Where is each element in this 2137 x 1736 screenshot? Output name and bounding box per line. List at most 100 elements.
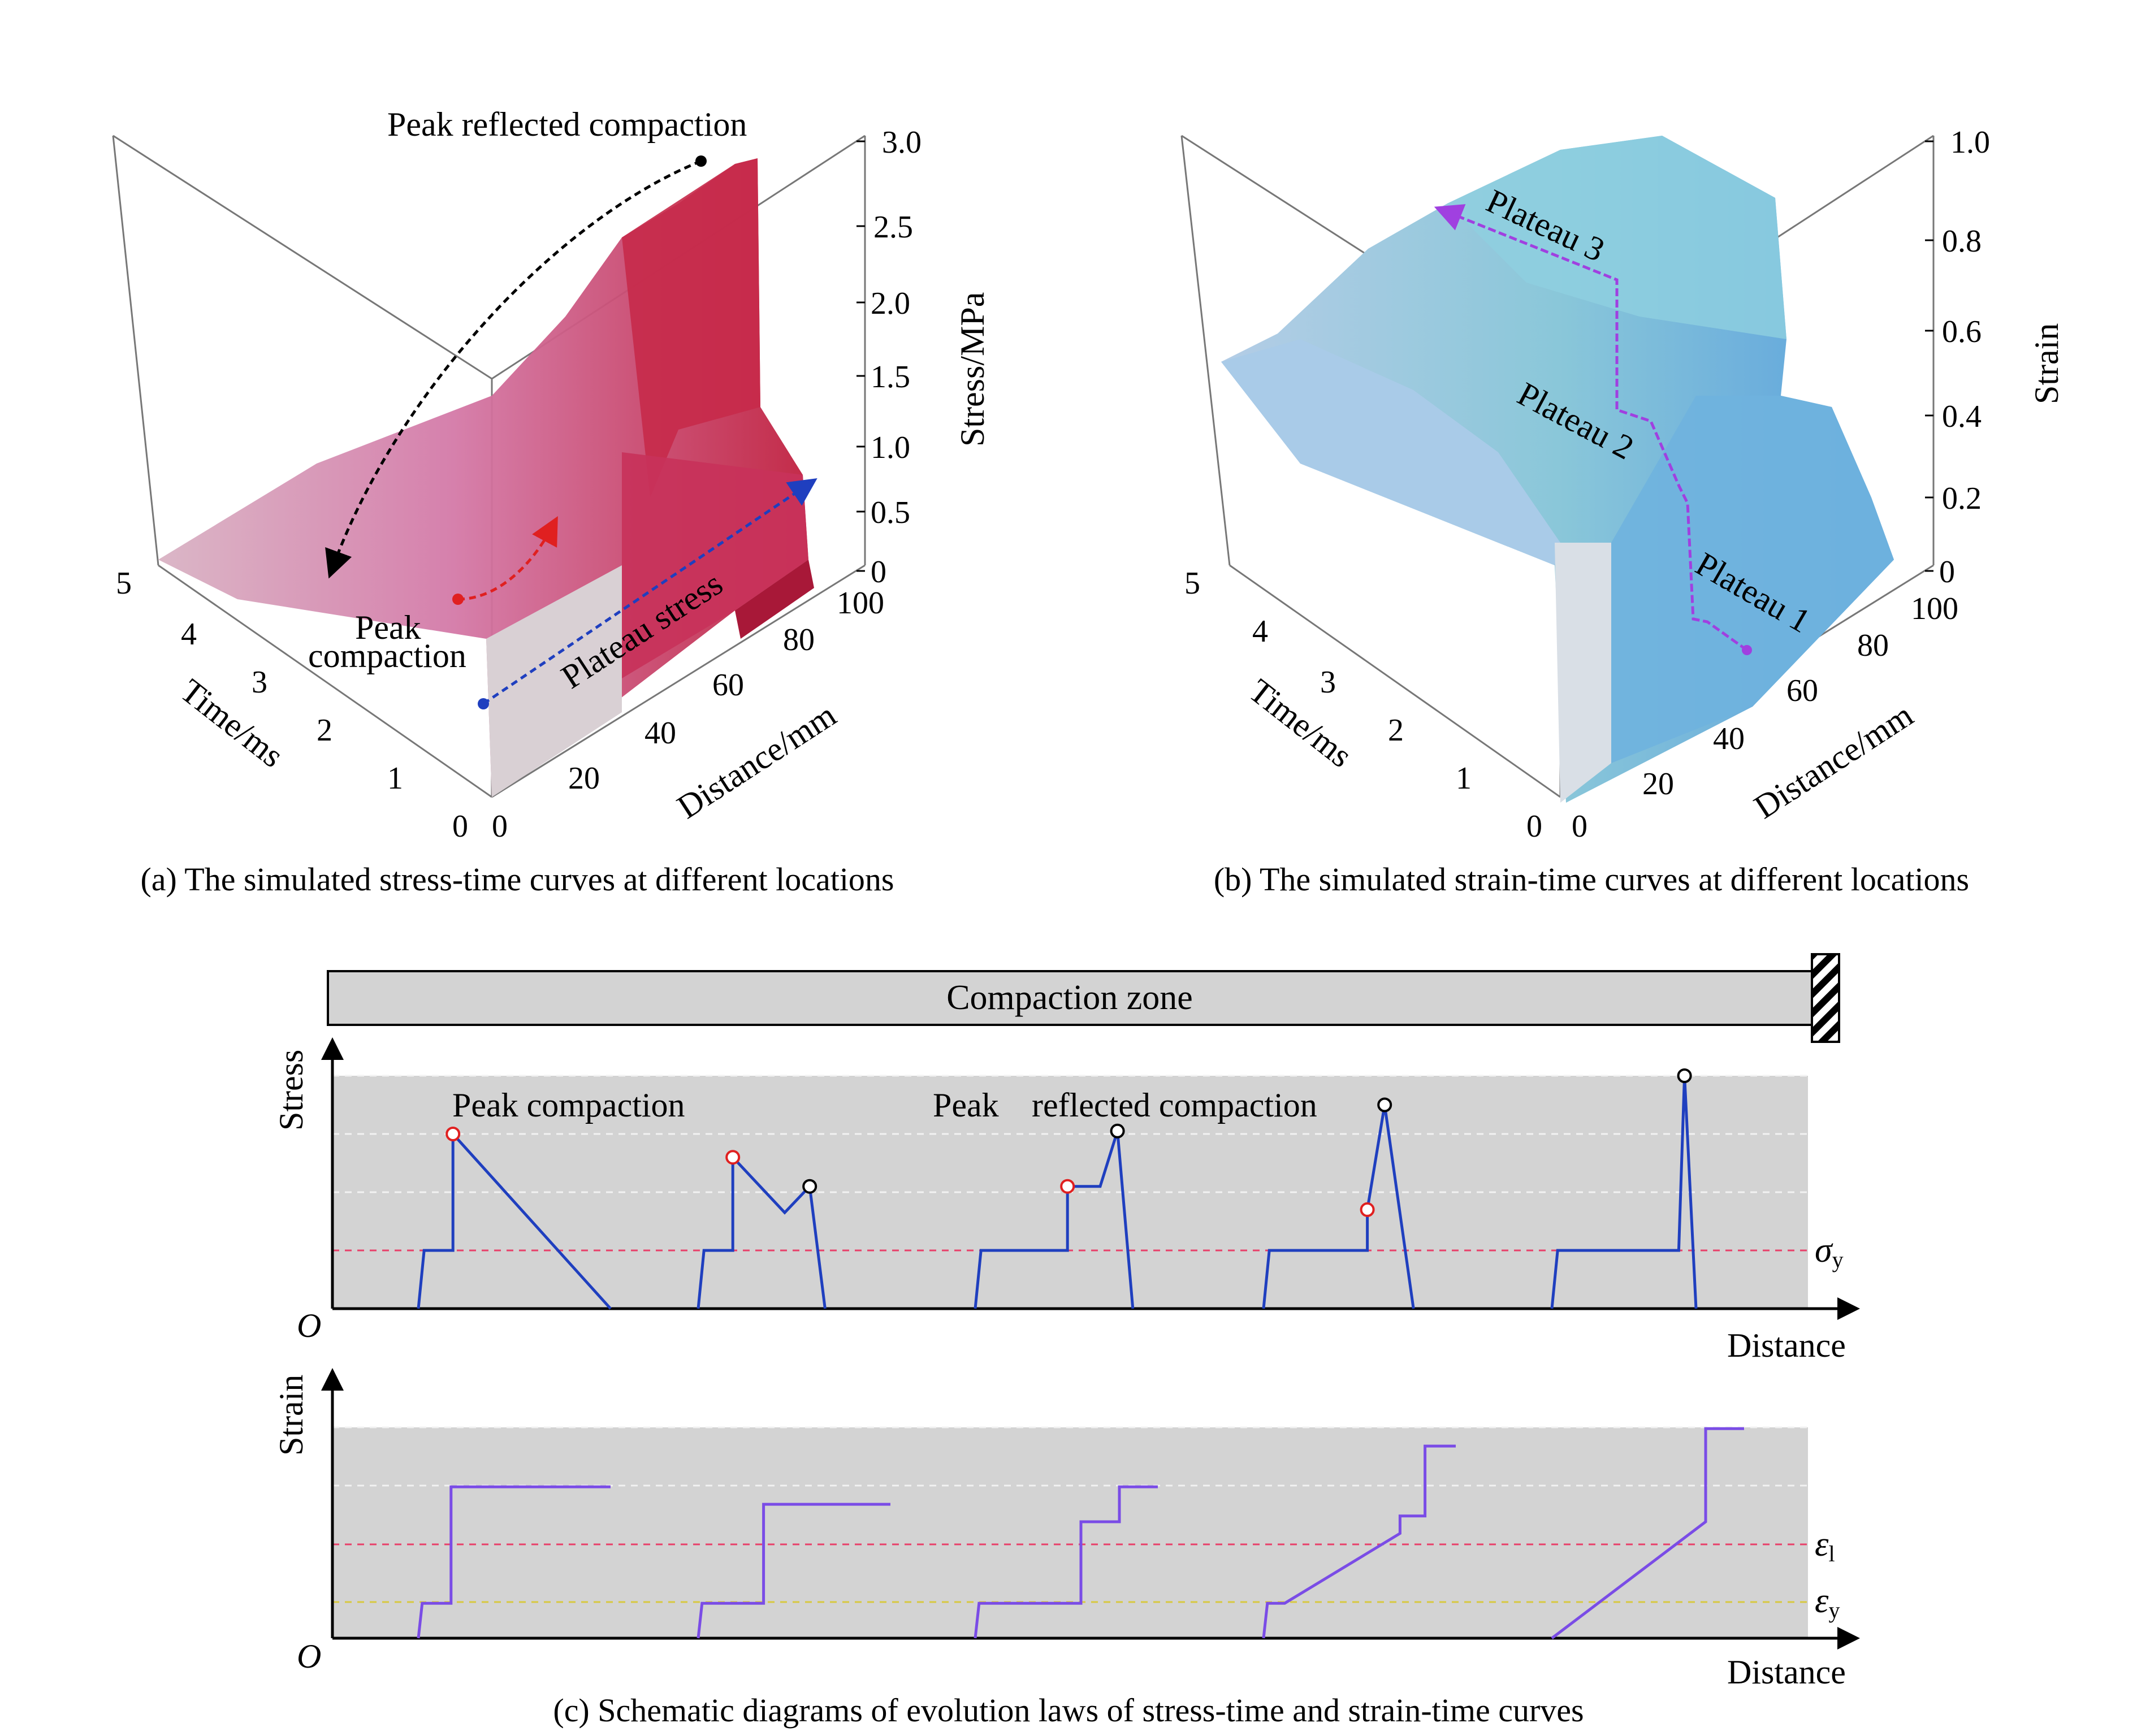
label-peak-compaction-1: Peak (355, 609, 421, 646)
strain-distance-label: Distance (1727, 1653, 1846, 1691)
panel-a-ztick-4: 1.0 (871, 430, 910, 465)
caption-b: (b) The simulated strain-time curves at … (1214, 861, 1969, 898)
peak-compaction-marker-1 (445, 1127, 461, 1141)
panel-a-surface (158, 158, 814, 797)
label-peak-compaction-2: compaction (308, 637, 466, 674)
stress-curve-4 (1262, 1105, 1415, 1309)
panel-b-ztick-4: 0.2 (1942, 481, 1982, 516)
panel-a-xtick-2: 40 (644, 716, 676, 751)
panel-b-xtick-3: 60 (1786, 673, 1818, 708)
sigma-symbol: σ (1815, 1231, 1833, 1270)
peak-reflected-marker-4 (1677, 1068, 1692, 1083)
plateau-stress-marker (478, 698, 489, 709)
panel-a-ylabel: Time/ms (174, 672, 291, 774)
panel-a-ytick-2: 2 (317, 713, 332, 748)
strain-curve-2 (697, 1503, 890, 1639)
panel-b-ztick-5: 0 (1939, 555, 1955, 590)
panel-a-ztick-2: 2.0 (871, 286, 910, 321)
panel-b-strain-surface: 1.0 0.8 0.6 0.4 0.2 0 Strain 0 20 40 60 … (1180, 125, 2065, 844)
peak-reflected-marker-3 (1377, 1097, 1392, 1112)
compaction-zone-label: Compaction zone (946, 979, 1193, 1017)
label-peak-reflected: Peak reflected compaction (387, 106, 747, 143)
fixed-end-hatch (1811, 953, 1840, 1043)
strain-plot-bg (332, 1427, 1808, 1638)
stress-curve-1 (417, 1130, 612, 1310)
strain-curve-1 (417, 1485, 611, 1639)
stress-axis-label: Stress (272, 1050, 310, 1131)
panel-a-ztick-0: 3.0 (882, 125, 922, 160)
caption-c: (c) Schematic diagrams of evolution laws… (553, 1692, 1584, 1729)
panel-b-xtick-5: 100 (1911, 591, 1958, 626)
peak-reflected-arrow (325, 159, 702, 579)
eps-y-symbol: ε (1815, 1582, 1829, 1620)
panel-a-ztick-3: 1.5 (871, 360, 910, 395)
panel-a-ztick-6: 0 (871, 555, 886, 590)
panel-b-ytick-4: 4 (1252, 614, 1268, 649)
panel-b-ytick-5: 5 (1184, 566, 1200, 601)
panel-a-ztick-1: 2.5 (873, 210, 913, 245)
peak-reflected-marker-1 (802, 1179, 817, 1194)
panel-a-xtick-1: 20 (568, 761, 600, 796)
eps-y-sub: y (1828, 1598, 1840, 1623)
panel-a-ytick-4: 4 (181, 617, 197, 652)
strain-curves (417, 1427, 1744, 1639)
panel-a-ytick-5: 5 (116, 566, 132, 601)
panel-a-stress-surface: 3.0 2.5 2.0 1.5 1.0 0.5 0 Stress/MPa 0 2… (112, 106, 991, 844)
strain-origin-label: O (297, 1638, 321, 1675)
panel-b-zlabel: Strain (2028, 323, 2065, 404)
strain-axis-label: Strain (272, 1375, 310, 1456)
panel-a-ytick-1: 1 (387, 761, 403, 796)
strain-gridlines (332, 1426, 1808, 1487)
compaction-zone-bar (327, 970, 1813, 1026)
strain-curve-3 (974, 1485, 1158, 1639)
panel-b-xlabel: Distance/mm (1747, 696, 1919, 826)
panel-b-ytick-0: 0 (1526, 809, 1542, 844)
panel-b-ytick-1: 1 (1456, 761, 1472, 796)
eps-l-sub: l (1828, 1541, 1835, 1566)
plateau-stress-arrow (482, 478, 817, 705)
peak-reflected-marker (695, 155, 707, 167)
peak-compaction-marker-4 (1360, 1202, 1375, 1217)
stress-curve-5 (1550, 1075, 1698, 1309)
panel-b-xtick-2: 40 (1713, 721, 1745, 756)
strain-curve-4 (1262, 1444, 1456, 1639)
panel-b-ztick-2: 0.6 (1942, 314, 1982, 349)
panel-a-xtick-4: 80 (783, 622, 815, 657)
peak-compaction-marker (452, 594, 464, 605)
plateau-path-start (1742, 645, 1752, 655)
caption-a: (a) The simulated stress-time curves at … (140, 861, 894, 898)
stress-origin-label: O (297, 1307, 321, 1344)
eps-l-label: εl (1815, 1525, 1835, 1566)
panel-a-zlabel: Stress/MPa (954, 292, 991, 447)
sigma-y-label: σy (1815, 1231, 1844, 1272)
label-peak-reflected-c-1: Peak (933, 1086, 999, 1124)
panel-a-xtick-0: 0 (492, 809, 508, 844)
stress-distance-label: Distance (1727, 1327, 1846, 1364)
panel-b-xtick-1: 20 (1642, 767, 1674, 802)
panel-b-xtick-0: 0 (1572, 809, 1587, 844)
peak-compaction-marker-3 (1060, 1179, 1075, 1194)
panel-a-ytick-0: 0 (452, 809, 468, 844)
panel-a-xtick-3: 60 (712, 668, 744, 703)
panel-a-ztick-5: 0.5 (871, 495, 910, 530)
stress-curves (417, 1068, 1698, 1310)
panel-b-xtick-4: 80 (1857, 628, 1889, 663)
eps-y-label: εy (1815, 1582, 1840, 1623)
panel-b-ztick-0: 1.0 (1950, 125, 1990, 160)
peak-compaction-marker-2 (725, 1150, 741, 1165)
panel-a-ytick-3: 3 (252, 665, 267, 700)
panel-b-ytick-2: 2 (1388, 713, 1404, 748)
panel-a-xlabel: Distance/mm (670, 696, 842, 826)
plateau-path-arrow (1434, 204, 1748, 652)
peak-reflected-marker-2 (1110, 1123, 1125, 1138)
label-peak-reflected-c-2: reflected compaction (1032, 1086, 1317, 1124)
panel-b-ytick-3: 3 (1320, 665, 1336, 700)
panel-b-z-ticks (1925, 140, 1933, 572)
label-peak-compaction-c: Peak compaction (452, 1086, 685, 1124)
eps-l-symbol: ε (1815, 1525, 1829, 1564)
peak-compaction-arrow (457, 516, 558, 601)
sigma-sub: y (1832, 1247, 1844, 1272)
panel-a-xtick-5: 100 (837, 586, 884, 621)
panel-b-ztick-1: 0.8 (1942, 224, 1982, 259)
